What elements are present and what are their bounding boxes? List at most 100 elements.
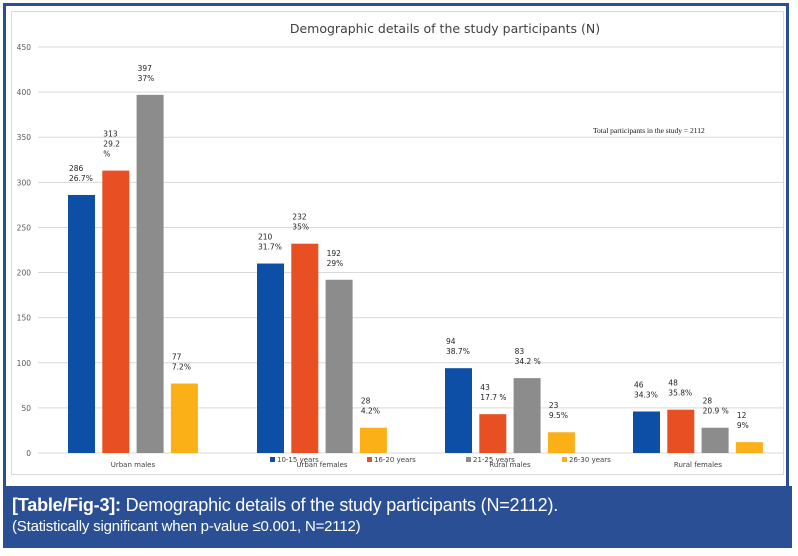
data-label: 28 4.2%: [361, 397, 380, 416]
bar: [479, 414, 507, 453]
data-label-line: 29.2: [103, 140, 120, 149]
bars: [68, 94, 763, 454]
bar: [136, 94, 164, 453]
category-label: Rural males: [489, 461, 531, 469]
total-participants-annotation: Total participants in the study = 2112: [593, 126, 705, 135]
legend-label: 10-15 years: [277, 456, 319, 464]
data-label: 94 38.7%: [446, 337, 470, 356]
data-label: 286 26.7%: [69, 164, 93, 183]
caption-note: (Statistically significant when p-value …: [12, 518, 361, 535]
bar: [102, 170, 130, 454]
data-label: 23 9.5%: [549, 401, 568, 420]
data-label-line: 35.8%: [668, 389, 692, 398]
data-label: 12 9%: [737, 411, 749, 430]
data-label-line: 37%: [138, 74, 155, 83]
y-axis-ticks: 0 50 100 150 200 250 300 350 400 450: [17, 43, 32, 458]
data-label-line: 35%: [292, 223, 309, 232]
bar: [633, 411, 660, 453]
bar: [667, 409, 695, 453]
data-label-line: 46: [634, 380, 644, 389]
chart-title: Demographic details of the study partici…: [290, 21, 600, 36]
data-label-line: %: [103, 150, 110, 159]
data-label-line: 232: [292, 213, 307, 222]
y-tick-label: 450: [17, 43, 32, 52]
data-label-line: 31.7%: [258, 243, 282, 252]
bar: [291, 243, 319, 453]
data-label-line: 9%: [737, 421, 749, 430]
data-label-line: 286: [69, 164, 84, 173]
legend: 10-15 years 16-20 years 21-25 years 26-30 y…: [270, 456, 611, 464]
data-label-line: 34.2 %: [515, 357, 541, 366]
y-tick-label: 400: [17, 88, 32, 97]
data-label-line: 23: [549, 401, 559, 410]
category-label: Rural females: [674, 461, 722, 469]
legend-swatch: [270, 457, 275, 462]
data-label-line: 38.7%: [446, 347, 470, 356]
bar: [547, 432, 575, 453]
caption-title: [Table/Fig-3]: Demographic details of th…: [12, 494, 792, 516]
legend-label: 21-25 years: [473, 456, 515, 464]
data-label-line: 7.2%: [172, 363, 191, 372]
bar: [513, 378, 541, 453]
data-label-line: 43: [480, 383, 490, 392]
bar: [445, 368, 472, 453]
y-tick-label: 50: [21, 404, 31, 413]
bar: [325, 279, 353, 453]
y-tick-label: 200: [17, 269, 32, 278]
data-label: 313 29.2%: [103, 130, 120, 159]
data-label-line: 397: [138, 64, 153, 73]
data-labels: 286 26.7%313 29.2 %397 37%77 7.2%210 31.7%232 3…: [69, 64, 749, 430]
bar: [359, 427, 387, 453]
data-label-line: 4.2%: [361, 407, 380, 416]
data-label-line: 28: [361, 397, 371, 406]
caption-text: Demographic details of the study partici…: [120, 495, 559, 515]
legend-swatch: [562, 457, 567, 462]
data-label-line: 83: [515, 347, 525, 356]
legend-swatch: [466, 457, 471, 462]
data-label: 210 31.7%: [258, 233, 282, 252]
bar: [68, 194, 95, 453]
data-label: 28 20.9 %: [703, 397, 729, 416]
bar: [735, 442, 763, 453]
legend-item: 16-20 years: [367, 456, 416, 464]
data-label-line: 34.3%: [634, 390, 658, 399]
legend-item: 26-30 years: [562, 456, 611, 464]
y-tick-label: 150: [17, 314, 32, 323]
y-tick-label: 0: [26, 449, 31, 458]
data-label: 46 34.3%: [634, 380, 658, 399]
data-label: 83 34.2 %: [515, 347, 541, 366]
data-label-line: 9.5%: [549, 411, 568, 420]
data-label: 77 7.2%: [172, 353, 191, 372]
figure-caption: [Table/Fig-3]: Demographic details of th…: [3, 486, 792, 548]
bottom-margin: [0, 548, 798, 556]
data-label: 43 17.7 %: [480, 383, 506, 402]
data-label: 48 35.8%: [668, 379, 692, 398]
data-label-line: 20.9 %: [703, 407, 729, 416]
data-label-line: 28: [703, 397, 713, 406]
legend-label: 26-30 years: [569, 456, 611, 464]
y-tick-label: 100: [17, 359, 32, 368]
data-label-line: 29%: [327, 259, 344, 268]
data-label-line: 77: [172, 353, 182, 362]
legend-item: 21-25 years: [466, 456, 515, 464]
data-label-line: 210: [258, 233, 273, 242]
bar: [170, 383, 198, 453]
data-label-line: 192: [327, 249, 342, 258]
y-tick-label: 300: [17, 178, 32, 187]
data-label-line: 26.7%: [69, 174, 93, 183]
data-label-line: 94: [446, 337, 456, 346]
data-label: 232 35%: [292, 213, 309, 232]
legend-swatch: [367, 457, 372, 462]
legend-label: 16-20 years: [374, 456, 416, 464]
data-label: 397 37%: [138, 64, 155, 83]
y-tick-label: 350: [17, 133, 32, 142]
category-labels: Urban males Urban females Rural males Rural…: [111, 461, 723, 469]
bar: [257, 263, 284, 453]
category-label: Urban females: [296, 461, 348, 469]
data-label: 192 29%: [327, 249, 344, 268]
data-label-line: 313: [103, 130, 118, 139]
data-label-line: 17.7 %: [480, 393, 506, 402]
data-label-line: 12: [737, 411, 747, 420]
bar: [701, 427, 729, 453]
